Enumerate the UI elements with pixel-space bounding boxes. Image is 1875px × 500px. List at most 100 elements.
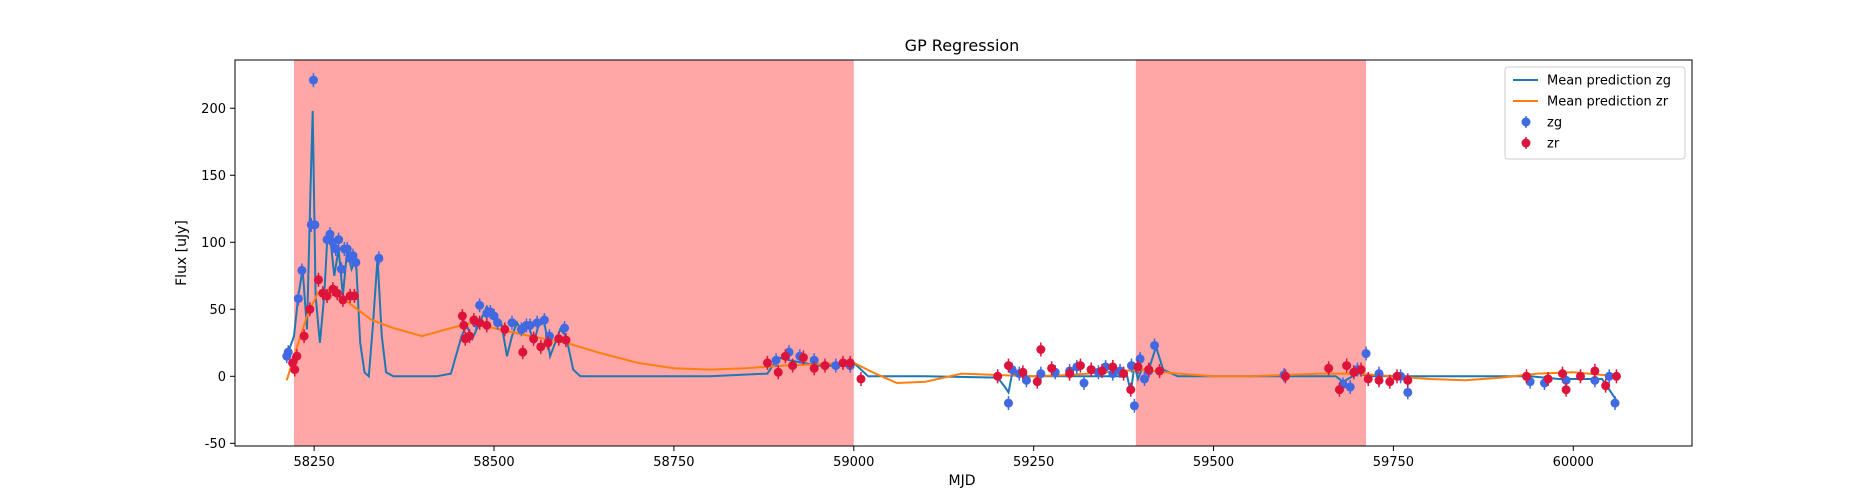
data-point-zr bbox=[529, 334, 539, 344]
data-point-zg bbox=[831, 361, 841, 371]
x-axis-label: MJD bbox=[949, 473, 976, 489]
data-point-zr bbox=[292, 351, 302, 361]
data-point-zr bbox=[1119, 369, 1129, 379]
data-point-zr bbox=[338, 295, 348, 305]
observation-points bbox=[282, 73, 1621, 413]
data-point-zr bbox=[1047, 363, 1057, 373]
data-point-zr bbox=[780, 351, 790, 361]
data-point-zg bbox=[1590, 375, 1600, 385]
data-point-zg bbox=[293, 294, 303, 304]
data-point-zr bbox=[1342, 361, 1352, 371]
data-point-zg bbox=[374, 253, 384, 263]
data-point-zr bbox=[1543, 374, 1553, 384]
data-point-zr bbox=[1032, 377, 1042, 387]
x-tick-label: 59000 bbox=[833, 455, 874, 470]
data-point-zr bbox=[305, 304, 315, 314]
data-point-zr bbox=[1363, 374, 1373, 384]
data-point-zr bbox=[465, 331, 475, 341]
x-tick-label: 59750 bbox=[1373, 455, 1414, 470]
data-point-zr bbox=[1086, 365, 1096, 375]
data-point-zg bbox=[283, 347, 293, 357]
data-point-zr bbox=[1392, 371, 1402, 381]
data-point-zr bbox=[788, 361, 798, 371]
data-point-zg bbox=[1403, 387, 1413, 397]
legend-swatch-marker bbox=[1521, 117, 1531, 127]
data-point-zr bbox=[1075, 361, 1085, 371]
data-point-zr bbox=[1108, 362, 1118, 372]
legend-swatch-marker bbox=[1521, 138, 1531, 148]
x-axis-ticks: 58250 58500 58750 59000 59250 59500 59750 60000 bbox=[293, 446, 1594, 470]
x-tick-label: 60000 bbox=[1553, 455, 1594, 470]
plot-frame bbox=[234, 59, 1693, 447]
shaded-regions bbox=[293, 60, 1367, 446]
data-point-zr bbox=[500, 324, 510, 334]
data-point-zg bbox=[1129, 401, 1139, 411]
data-point-zg bbox=[1139, 374, 1149, 384]
data-point-zg bbox=[1604, 371, 1614, 381]
data-point-zr bbox=[1403, 375, 1413, 385]
data-point-zr bbox=[845, 358, 855, 368]
y-tick-label: 200 bbox=[201, 102, 226, 117]
data-point-zr bbox=[349, 291, 359, 301]
data-point-zr bbox=[1590, 366, 1600, 376]
data-point-zr bbox=[1280, 371, 1290, 381]
data-point-zg bbox=[351, 257, 361, 267]
y-tick-label: -50 bbox=[205, 437, 226, 452]
data-point-zr bbox=[856, 374, 866, 384]
data-point-zr bbox=[482, 320, 492, 330]
data-point-zr bbox=[773, 367, 783, 377]
x-tick-label: 59250 bbox=[1013, 455, 1054, 470]
data-point-zr bbox=[1097, 366, 1107, 376]
data-point-zg bbox=[771, 355, 781, 365]
y-tick-label: 0 bbox=[218, 370, 226, 385]
x-tick-label: 58250 bbox=[293, 455, 334, 470]
data-point-zg bbox=[308, 75, 318, 85]
data-point-zg bbox=[310, 220, 320, 230]
data-point-zr bbox=[1557, 369, 1567, 379]
data-point-zr bbox=[459, 320, 469, 330]
data-point-zr bbox=[1611, 371, 1621, 381]
data-point-zr bbox=[543, 338, 553, 348]
data-point-zr bbox=[820, 361, 830, 371]
data-point-zg bbox=[297, 265, 307, 275]
data-point-zg bbox=[1345, 382, 1355, 392]
data-point-zg bbox=[1135, 354, 1145, 364]
data-point-zr bbox=[561, 335, 571, 345]
data-point-zr bbox=[457, 311, 467, 321]
data-point-zg bbox=[1079, 378, 1089, 388]
data-point-zr bbox=[290, 365, 300, 375]
data-point-zg bbox=[331, 244, 341, 254]
data-point-zr bbox=[536, 342, 546, 352]
legend-label: zg bbox=[1547, 116, 1562, 131]
y-tick-label: 100 bbox=[201, 236, 226, 251]
data-point-zr bbox=[313, 275, 323, 285]
data-point-zr bbox=[332, 288, 342, 298]
chart-title: GP Regression bbox=[905, 36, 1020, 55]
data-point-zg bbox=[475, 300, 485, 310]
data-point-zr bbox=[993, 371, 1003, 381]
data-point-zg bbox=[1003, 398, 1013, 408]
data-point-zr bbox=[518, 347, 528, 357]
data-point-zr bbox=[1065, 369, 1075, 379]
legend-label: Mean prediction zg bbox=[1547, 74, 1671, 89]
x-tick-label: 58500 bbox=[473, 455, 514, 470]
data-point-zg bbox=[525, 320, 535, 330]
data-point-zr bbox=[1561, 385, 1571, 395]
x-tick-label: 59500 bbox=[1193, 455, 1234, 470]
data-point-zr bbox=[554, 334, 564, 344]
data-point-zg bbox=[1561, 375, 1571, 385]
data-point-zr bbox=[1522, 371, 1532, 381]
data-point-zr bbox=[1003, 361, 1013, 371]
data-point-zg bbox=[507, 318, 517, 328]
data-point-zg bbox=[1021, 375, 1031, 385]
data-point-zr bbox=[1374, 375, 1384, 385]
data-point-zr bbox=[838, 358, 848, 368]
data-point-zg bbox=[1150, 340, 1160, 350]
y-axis-label: Flux [uJy] bbox=[174, 220, 190, 286]
data-point-zr bbox=[1018, 367, 1028, 377]
data-point-zr bbox=[1334, 385, 1344, 395]
data-point-zg bbox=[336, 264, 346, 274]
data-point-zr bbox=[1144, 365, 1154, 375]
data-point-zr bbox=[1324, 363, 1334, 373]
data-point-zg bbox=[1610, 398, 1620, 408]
